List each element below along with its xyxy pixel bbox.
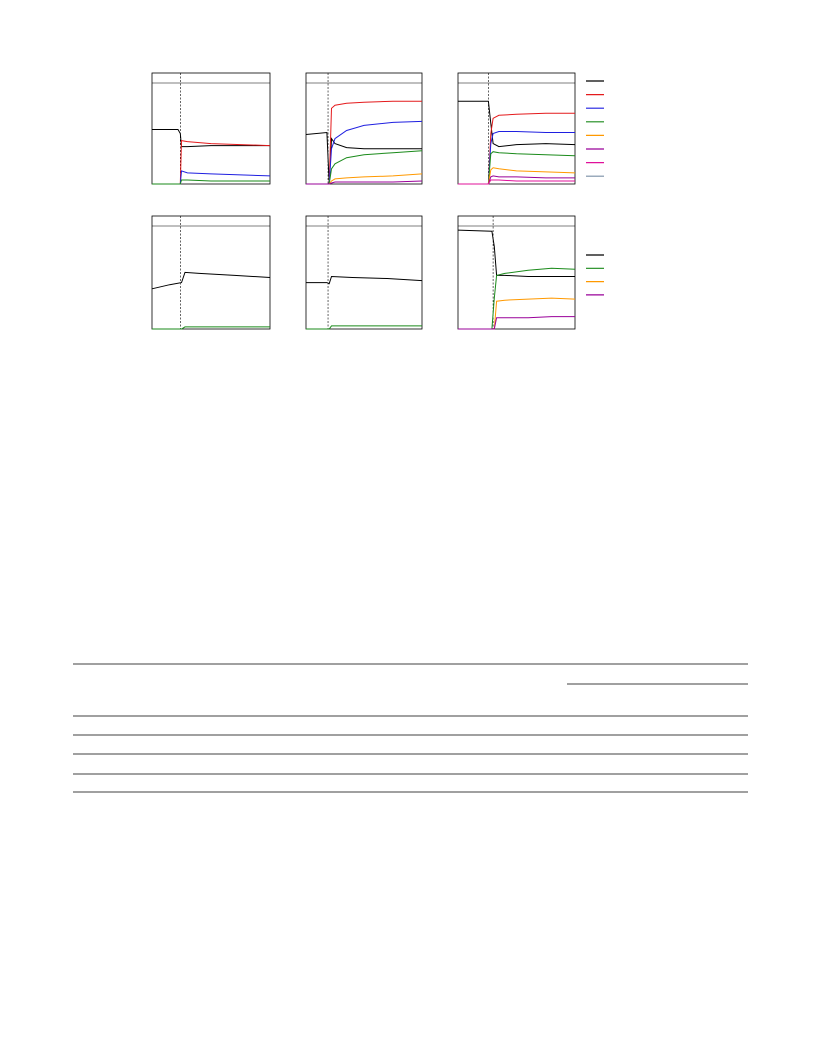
series-line (306, 325, 422, 330)
series-line (306, 180, 423, 185)
figure-panel (151, 215, 271, 330)
panel-frame (457, 215, 576, 330)
series-line (305, 131, 422, 185)
series-line (458, 112, 575, 185)
series-line (458, 316, 575, 330)
series-line (458, 297, 576, 330)
table (73, 663, 748, 793)
series-line (152, 179, 270, 185)
series-line (458, 167, 576, 185)
panel-frame (151, 215, 271, 330)
figure-panel (305, 72, 423, 185)
series-line (152, 170, 271, 185)
series-line (458, 267, 576, 330)
series-line (152, 129, 270, 148)
figure-panel (457, 72, 576, 185)
figure-panel (305, 215, 423, 330)
series-line (458, 100, 576, 148)
series-line (458, 175, 575, 185)
series-line (306, 275, 423, 285)
panel-frame (305, 72, 423, 185)
series-line (151, 271, 271, 290)
panel-frame (457, 72, 576, 185)
series-line (152, 140, 271, 185)
series-line (457, 229, 575, 277)
series-line (458, 151, 576, 185)
figure-panel (151, 72, 271, 185)
series-line (458, 131, 575, 185)
series-line (152, 326, 270, 330)
figure-panel (457, 215, 576, 330)
series-line (458, 179, 575, 185)
series-line (306, 150, 423, 185)
panel-frame (151, 72, 271, 185)
series-line (306, 100, 422, 185)
panel-frame (305, 215, 423, 330)
